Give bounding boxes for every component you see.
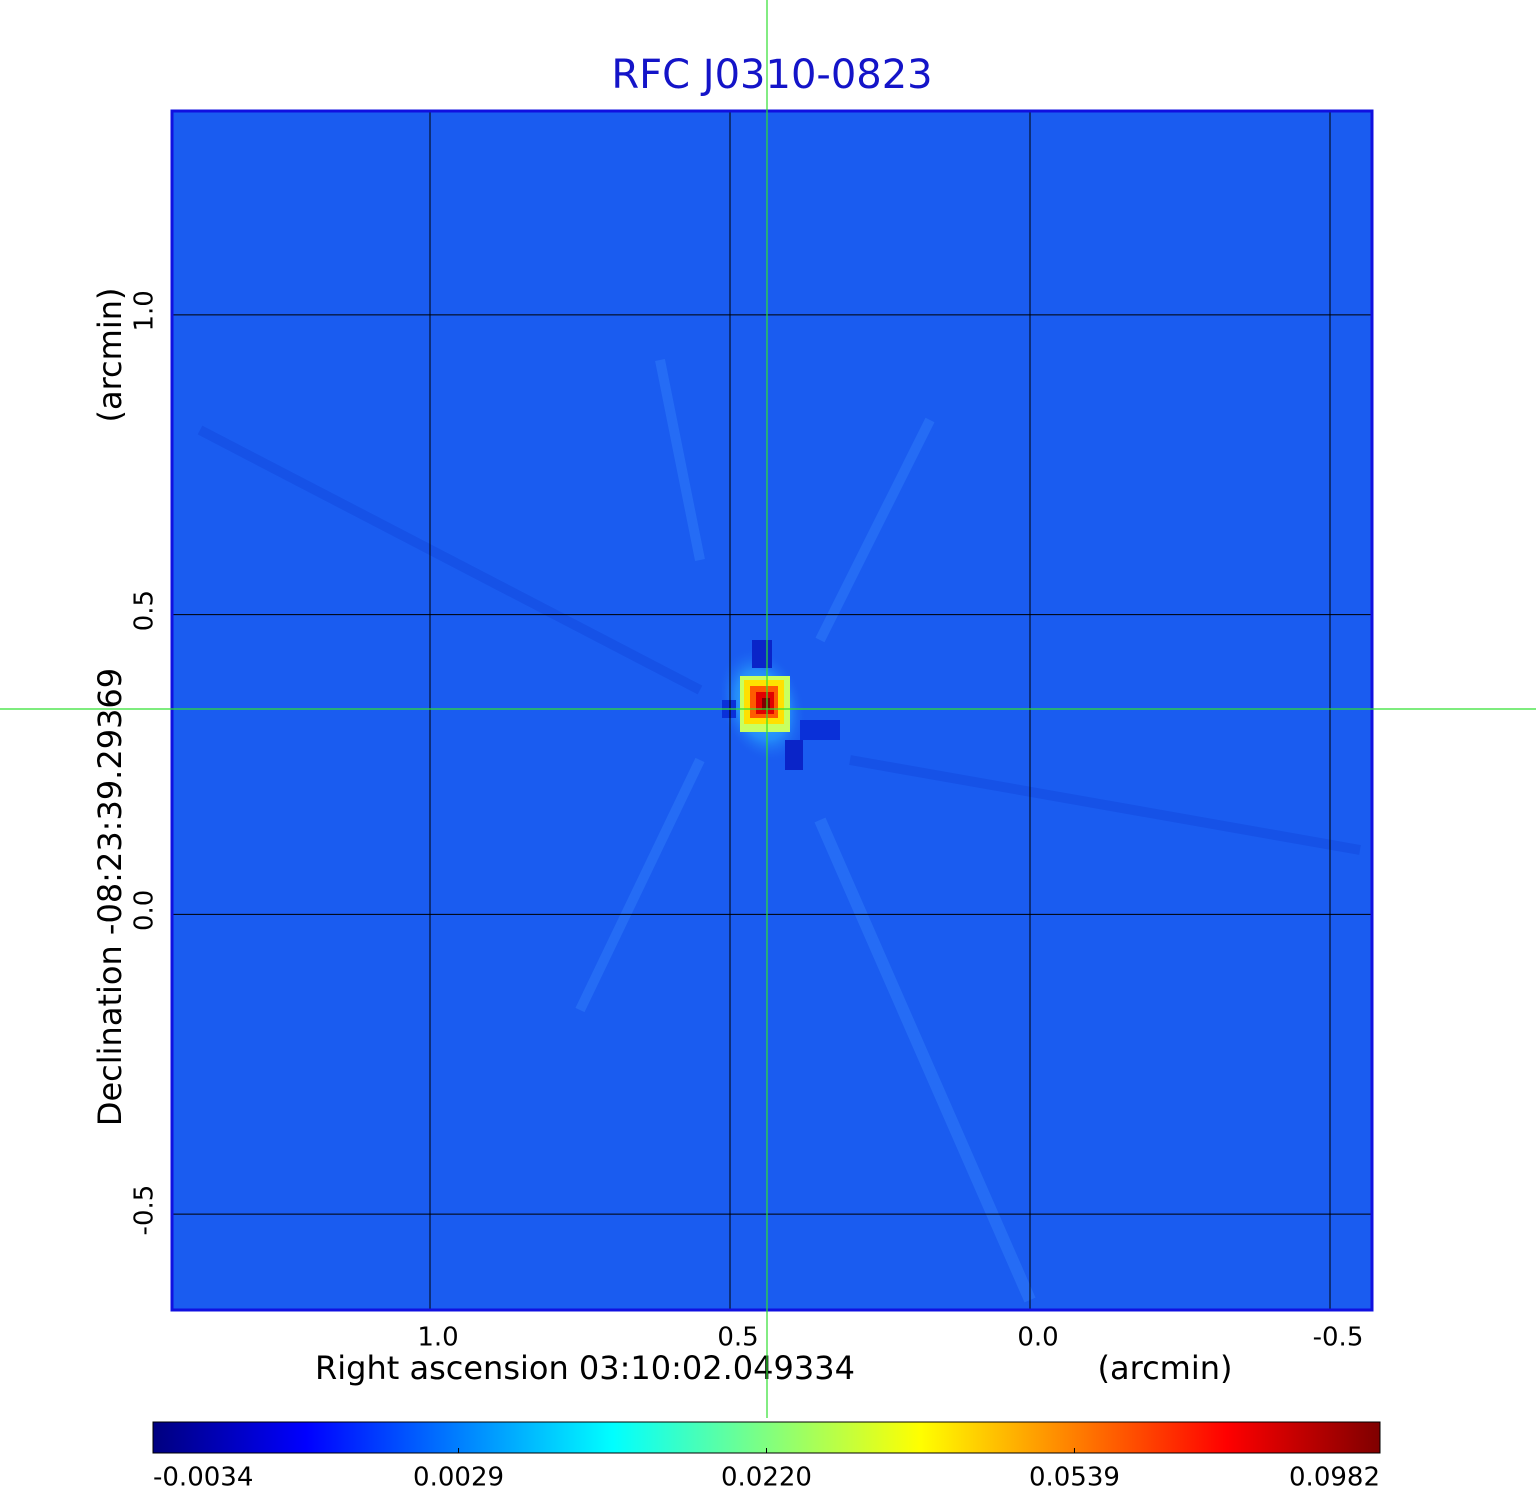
colorbar [152,1421,1381,1454]
y-tick-label: 1.0 [130,290,160,331]
x-tick-label: -0.5 [1313,1323,1364,1353]
y-tick-label: 0.5 [130,590,160,631]
x-tick-label: 1.0 [417,1323,458,1353]
source [717,640,840,770]
colorbar-tick-label: 0.0029 [413,1463,504,1493]
x-axis-label: Right ascension 03:10:02.049334 [315,1349,855,1387]
colorbar-tick-label: -0.0034 [153,1463,253,1493]
colorbar-tick-label: 0.0982 [1289,1463,1380,1493]
x-tick-label: 0.5 [717,1323,758,1353]
y-tick-label: 0.0 [130,890,160,931]
y-axis-label: Declination -08:23:39.29369 [91,668,129,1126]
x-axis-unit: (arcmin) [1098,1349,1233,1387]
x-tick-label: 0.0 [1017,1323,1058,1353]
y-tick-label: -0.5 [130,1185,160,1236]
y-axis-unit: (arcmin) [91,288,129,423]
chart-title: RFC J0310-0823 [611,52,932,98]
colorbar-tick-label: 0.0539 [1029,1463,1120,1493]
colorbar-tick-label: 0.0220 [721,1463,812,1493]
plot-frame [170,109,1374,1312]
map-texture [197,359,1361,1303]
grid [172,111,1372,1310]
